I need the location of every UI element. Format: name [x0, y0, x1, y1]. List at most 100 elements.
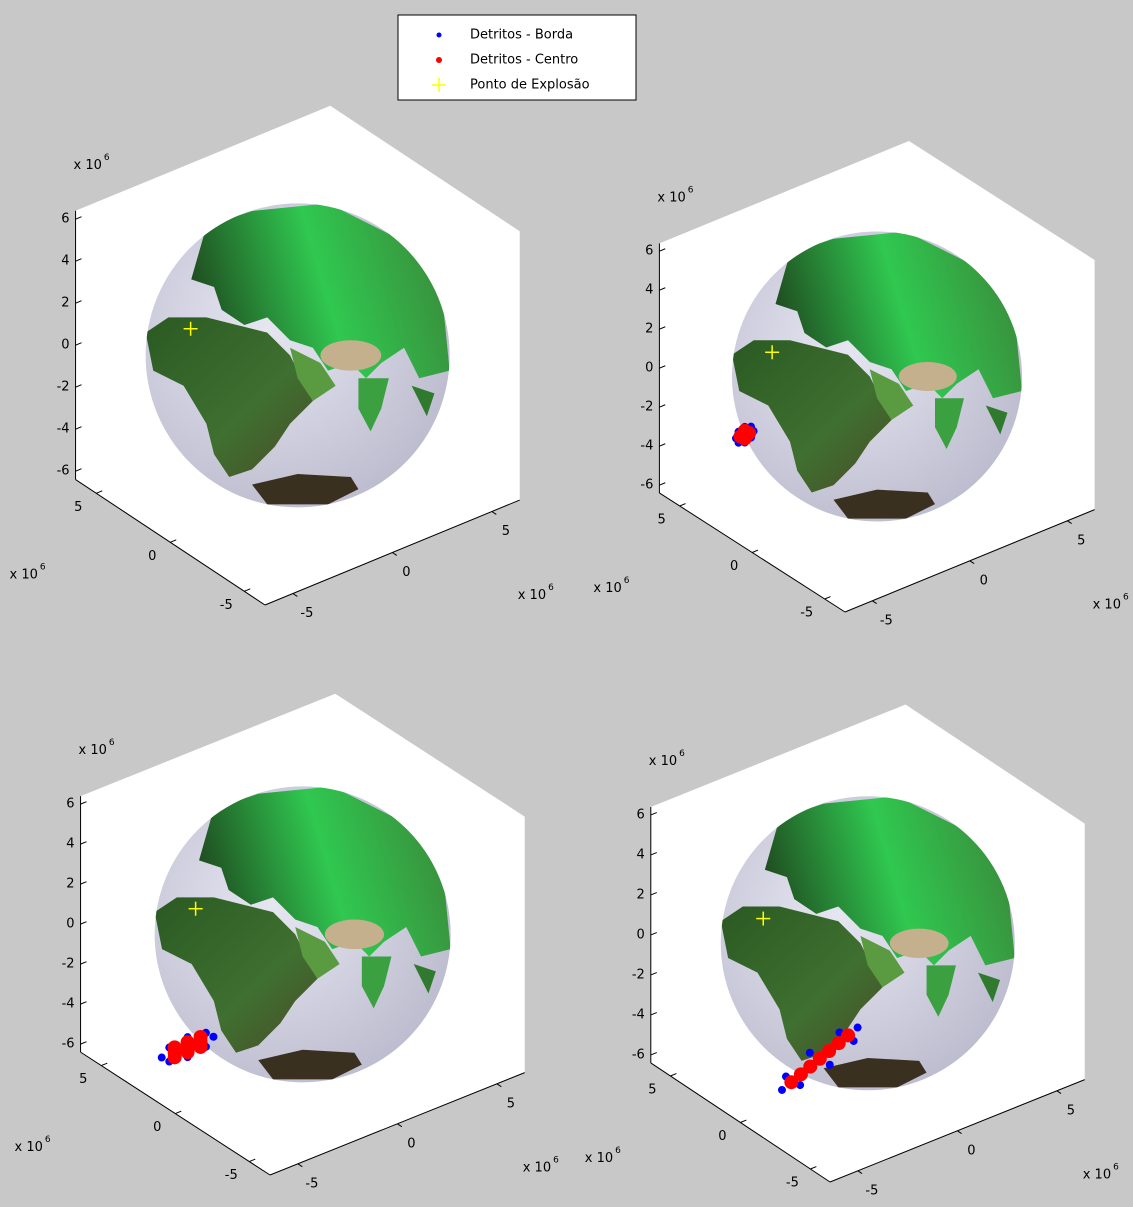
z-tick-label: -6: [640, 478, 653, 493]
x-tick-label: 5: [1077, 533, 1085, 548]
z-exponent: x 10 6: [74, 152, 110, 172]
exponent-power: 6: [104, 152, 110, 162]
exponent-power: 6: [548, 583, 554, 593]
z-exponent: x 10 6: [79, 738, 115, 758]
exponent-base: x 10: [74, 157, 102, 172]
exponent-base: x 10: [1083, 1167, 1111, 1182]
exponent-base: x 10: [79, 743, 107, 758]
y-tick: [175, 1110, 182, 1115]
continent: [411, 385, 435, 417]
debris-center: [822, 1044, 837, 1058]
debris-edge: [157, 1053, 166, 1062]
x-tick-label: 0: [967, 1143, 975, 1158]
z-tick: [80, 841, 87, 845]
y-tick: [740, 1119, 747, 1123]
z-tick-label: -4: [632, 1007, 645, 1022]
y-tick: [249, 1158, 256, 1163]
z-tick-label: 0: [645, 361, 653, 376]
y-tick: [96, 490, 103, 494]
y-tick: [244, 588, 251, 592]
exponent-power: 6: [553, 1155, 559, 1165]
z-tick: [650, 1012, 657, 1016]
z-tick-label: -4: [640, 439, 653, 454]
exponent-base: x 10: [585, 1150, 613, 1165]
continent: [775, 231, 1022, 399]
z-tick-label: 6: [637, 807, 645, 822]
y-tick: [752, 549, 759, 553]
x-tick-label: -5: [305, 1176, 318, 1191]
y-tick: [101, 1062, 108, 1067]
continent: [869, 369, 914, 420]
z-tick: [80, 881, 87, 885]
x-tick: [292, 593, 298, 597]
x-exponent: x 10 6: [523, 1155, 559, 1175]
legend: Detritos - Borda Detritos - Centro Ponto d…: [397, 14, 637, 101]
z-tick: [650, 1052, 657, 1056]
z-tick-label: 2: [61, 296, 69, 311]
z-tick-label: 4: [66, 837, 74, 852]
continent: [199, 786, 451, 957]
z-tick: [650, 812, 657, 816]
y-exponent: x 10 6: [15, 1135, 51, 1155]
debris-edge: [825, 1060, 834, 1069]
z-tick-label: 6: [645, 244, 653, 259]
continent: [935, 398, 964, 449]
exponent-base: x 10: [657, 190, 685, 205]
z-tick-label: 2: [645, 322, 653, 337]
z-tick-label: -4: [57, 422, 70, 437]
y-tick-label: 5: [79, 1072, 87, 1087]
z-exponent: x 10 6: [657, 185, 693, 205]
z-tick: [80, 1001, 87, 1005]
z-tick-label: 0: [61, 338, 69, 353]
debris-center: [193, 1029, 208, 1044]
x-tick-label: 5: [1067, 1103, 1075, 1118]
globe: [145, 203, 450, 508]
continent: [191, 203, 450, 379]
z-tick: [75, 342, 82, 346]
z-tick-label: 4: [637, 847, 645, 862]
exponent-power: 6: [688, 185, 694, 195]
x-tick: [491, 511, 497, 515]
z-tick-label: 0: [637, 927, 645, 942]
y-tick: [824, 596, 831, 600]
continent: [290, 347, 336, 401]
z-tick: [80, 1041, 87, 1045]
exponent-power: 6: [45, 1135, 51, 1145]
continent: [732, 340, 892, 493]
z-tick-label: 4: [61, 254, 69, 269]
x-tick: [496, 1083, 502, 1088]
z-tick: [75, 384, 82, 388]
globe-land: [154, 786, 451, 1080]
y-tick-label: -5: [225, 1168, 238, 1183]
z-tick-label: -4: [62, 997, 75, 1012]
y-tick-label: 0: [730, 559, 738, 574]
x-tick: [872, 600, 877, 605]
y-exponent: x 10 6: [10, 562, 46, 582]
globe-land: [732, 231, 1022, 519]
y-tick-label: -5: [220, 598, 233, 613]
debris-center: [793, 1067, 808, 1082]
exponent-base: x 10: [593, 580, 621, 595]
z-tick: [659, 482, 666, 486]
x-tick: [1067, 520, 1072, 525]
y-tick-label: 5: [658, 512, 666, 527]
y-tick-label: 0: [153, 1120, 161, 1135]
z-tick: [80, 961, 87, 965]
y-exponent: x 10 6: [585, 1145, 621, 1165]
exponent-base: x 10: [1093, 597, 1121, 612]
legend-marker: [436, 57, 442, 63]
globe-land: [145, 203, 450, 505]
debris-edge: [777, 1085, 786, 1094]
debris-center: [803, 1059, 818, 1074]
continent: [764, 796, 1015, 966]
x-exponent: x 10 6: [1093, 592, 1129, 612]
legend-label: Detritos - Borda: [470, 28, 573, 43]
z-tick: [75, 468, 82, 472]
globe-land: [720, 796, 1015, 1088]
z-exponent: x 10 6: [649, 748, 685, 768]
y-tick-label: -5: [786, 1175, 799, 1190]
exponent-base: x 10: [15, 1140, 43, 1155]
continent: [361, 956, 392, 1009]
z-tick: [75, 258, 82, 262]
